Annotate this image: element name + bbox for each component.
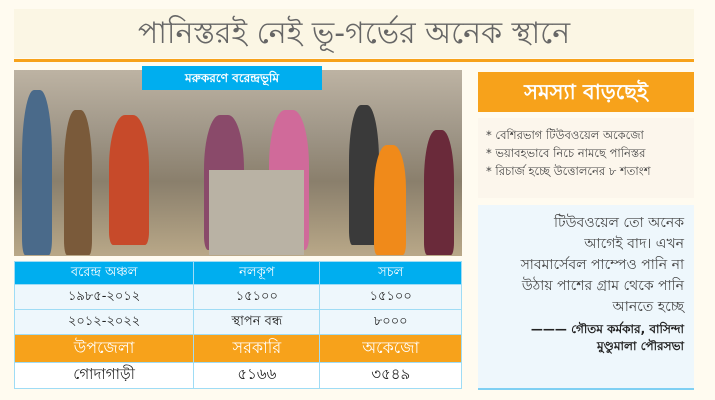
header-cell: সরকারি [193,334,321,363]
bullet-item: * ভয়াবহভাবে নিচে নামছে পানিস্তর [486,146,646,160]
quote-line: সাবমার্সেবল পাম্পেও পানি না [520,257,684,273]
bullet-list: * বেশিরভাগ টিউবওয়েল অকেজো * ভয়াবহভাবে … [478,118,694,198]
photo-caption: মরুকরণে বরেন্দ্রভূমি [142,66,322,90]
cell: ২০১২-২০২২ [13,309,195,335]
header-cell: নলকূপ [193,261,321,285]
cell: ৫১৬৬ [193,362,321,389]
cell: গোদাগাড়ী [13,362,195,389]
cell: স্থাপন বন্ধ [193,309,321,335]
headline: পানিস্তরই নেই ভূ-গর্ভের অনেক স্থানে [14,9,694,58]
table-row: গোদাগাড়ী ৫১৬৬ ৩৫৪৯ [13,362,462,389]
cell: ১৯৮৫-২০১২ [13,284,195,310]
header-cell: বরেন্দ্র অঞ্চল [13,261,195,285]
quote-line: টিউবওয়েল তো অনেক [554,215,684,231]
news-photo [14,70,462,256]
bullet-item: * রিচার্জ হচ্ছে উত্তোলনের ৮ শতাংশ [486,164,651,178]
quote-line: আনতে হচ্ছে [612,299,684,315]
header-cell: অকেজো [319,334,462,363]
bullet-item: * বেশিরভাগ টিউবওয়েল অকেজো [486,128,644,142]
quote-line: আগেই বাদ। এখন [584,236,684,252]
quote-line: উঠায় পাশের গ্রাম থেকে পানি [521,278,684,294]
quote-place: মুণ্ডুমালা পৌরসভা [597,339,684,353]
data-table: বরেন্দ্র অঞ্চল নলকূপ সচল ১৯৮৫-২০১২ ১৫১০০… [13,261,462,389]
header-cell: উপজেলা [13,334,195,363]
cell: ১৫১০০ [193,284,321,310]
table-header-2: উপজেলা সরকারি অকেজো [13,334,462,363]
quote-box: টিউবওয়েল তো অনেক আগেই বাদ। এখন সাবমার্স… [478,205,694,390]
cell: ৩৫৪৯ [319,362,462,389]
table-row: ১৯৮৫-২০১২ ১৫১০০ ১৫১০০ [13,284,462,310]
cell: ১৫১০০ [319,284,462,310]
divider [14,59,694,62]
cell: ৮০০০ [319,309,462,335]
table-row: ২০১২-২০২২ স্থাপন বন্ধ ৮০০০ [13,309,462,335]
quote-author: ——— গৌতম কর্মকার, বাসিন্দা [530,322,684,336]
sidebar-title: সমস্যা বাড়ছেই [478,72,694,112]
table-header: বরেন্দ্র অঞ্চল নলকূপ সচল [13,261,462,285]
header-cell: সচল [319,261,462,285]
